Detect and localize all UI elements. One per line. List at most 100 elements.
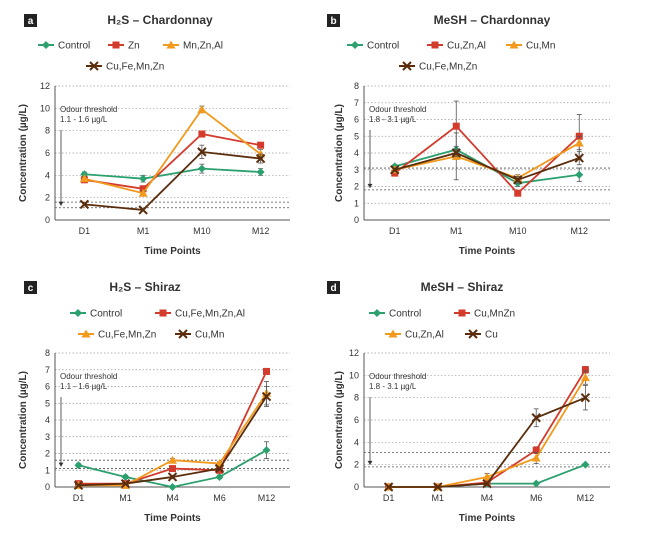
y-tick-label: 6 <box>45 382 50 392</box>
panel-letter: c <box>28 283 34 294</box>
data-point <box>74 461 83 470</box>
legend-item-cu-zn-al: Cu,Zn,Al <box>385 329 444 341</box>
legend-item-cu-fe-mn-zn: Cu,Fe,Mn,Zn <box>86 61 164 73</box>
data-point <box>168 483 177 491</box>
chart-panel-d: d MeSH – Shiraz Control Cu,MnZn Cu,Zn,Al Cu 0 2… <box>327 267 655 534</box>
legend-marker-triangle <box>166 40 176 49</box>
legend-label: Cu,Fe,Mn,Zn <box>419 62 477 73</box>
legend-label: Cu <box>485 330 498 341</box>
data-point <box>79 199 90 210</box>
y-tick-label: 8 <box>45 348 50 358</box>
y-axis-label: Concentration (µg/L) <box>18 371 29 469</box>
x-tick-label: D1 <box>79 226 91 236</box>
legend-marker-square <box>458 309 466 317</box>
data-point <box>168 455 177 464</box>
x-tick-label: D1 <box>389 226 401 236</box>
series-control <box>80 163 265 183</box>
data-point <box>169 465 176 473</box>
chart-panel-c: c H₂S – Shiraz Control Cu,Fe,Mn,Zn,Al Cu,Fe,… <box>0 267 327 534</box>
y-tick-label: 6 <box>354 115 359 125</box>
chart-svg-d: d MeSH – Shiraz Control Cu,MnZn Cu,Zn,Al Cu 0 2… <box>327 280 610 524</box>
legend-item-control: Control <box>38 41 90 52</box>
data-point <box>263 367 270 375</box>
data-point <box>580 392 591 403</box>
y-tick-label: 10 <box>40 103 50 113</box>
series-cu-mn <box>390 132 584 182</box>
x-tick-label: M10 <box>509 226 527 236</box>
data-point <box>261 391 272 402</box>
y-tick-label: 0 <box>354 215 359 225</box>
y-tick-label: 0 <box>45 215 50 225</box>
legend-marker-x <box>402 61 412 71</box>
y-tick-label: 0 <box>45 482 50 492</box>
legend-marker-diamond <box>373 309 381 317</box>
panel-badge-box <box>327 14 340 27</box>
y-tick-label: 3 <box>45 432 50 442</box>
legend-marker-diamond <box>351 41 359 49</box>
y-tick-label: 6 <box>354 415 359 425</box>
y-tick-label: 1 <box>354 198 359 208</box>
series-line <box>84 133 261 190</box>
legend-item-zn: Zn <box>108 41 140 52</box>
y-tick-label: 12 <box>349 348 359 358</box>
legend-label: Zn <box>128 41 140 52</box>
panel-letter: d <box>330 283 336 294</box>
legend-label: Cu,Fe,Mn,Zn,Al <box>175 309 245 320</box>
chart-title: MeSH – Chardonnay <box>434 13 551 27</box>
series-line <box>394 124 580 195</box>
y-tick-label: 2 <box>45 449 50 459</box>
data-point <box>574 138 584 147</box>
series-cu <box>383 384 591 492</box>
legend-marker-square <box>431 41 439 49</box>
legend-marker-diamond <box>74 309 82 317</box>
x-tick-label: M1 <box>119 493 132 503</box>
series-cu-fe-mn-zn <box>390 148 584 185</box>
chart-svg-c: c H₂S – Shiraz Control Cu,Fe,Mn,Zn,Al Cu,Fe,… <box>18 280 290 524</box>
data-point <box>532 446 540 454</box>
x-axis-label: Time Points <box>144 246 201 257</box>
data-point <box>197 164 206 173</box>
chart-title: H₂S – Shiraz <box>109 280 180 294</box>
data-point <box>121 472 130 481</box>
legend-item-cu-fe-mn-zn: Cu,Fe,Mn,Zn <box>399 61 477 73</box>
x-tick-label: M1 <box>137 226 150 236</box>
y-tick-label: 8 <box>45 126 50 136</box>
legend-label: Cu,Zn,Al <box>405 330 444 341</box>
data-point <box>167 472 178 482</box>
y-tick-label: 4 <box>354 437 359 447</box>
y-tick-label: 4 <box>354 148 359 158</box>
y-tick-label: 8 <box>354 81 359 91</box>
y-tick-label: 2 <box>354 460 359 470</box>
data-point <box>197 104 207 113</box>
data-point <box>138 205 148 215</box>
data-point <box>531 453 541 462</box>
data-point <box>532 479 541 488</box>
series-cu-fe-mn-zn <box>79 144 266 215</box>
chart-title: H₂S – Chardonnay <box>107 13 213 27</box>
y-tick-label: 4 <box>45 415 50 425</box>
series-cu-mn <box>73 386 272 491</box>
panel-badge: a <box>24 14 37 27</box>
legend-marker-x <box>468 329 478 339</box>
x-tick-label: M4 <box>481 493 494 503</box>
series-zn <box>80 130 265 193</box>
panel-badge: c <box>24 281 37 294</box>
data-point <box>531 413 541 423</box>
x-tick-label: M1 <box>450 226 463 236</box>
data-point <box>581 366 589 374</box>
y-tick-label: 7 <box>354 98 359 108</box>
legend-item-cu-mn: Cu,Mn <box>506 40 555 52</box>
panel-badge: b <box>327 14 340 27</box>
y-tick-label: 5 <box>354 131 359 141</box>
y-tick-label: 0 <box>354 482 359 492</box>
legend-marker-diamond <box>42 41 50 49</box>
y-tick-label: 12 <box>40 81 50 91</box>
legend-label: Cu,MnZn <box>474 309 515 320</box>
y-tick-label: 10 <box>349 370 359 380</box>
y-axis-label: Concentration (µg/L) <box>334 104 345 202</box>
legend-item-cu-mnzn: Cu,MnZn <box>454 309 515 320</box>
threshold-arrow-head <box>367 460 373 465</box>
y-tick-label: 2 <box>45 193 50 203</box>
legend-item-cu: Cu <box>465 329 498 341</box>
threshold-annotation: 1.8 - 3.1 µg/L <box>369 382 417 391</box>
